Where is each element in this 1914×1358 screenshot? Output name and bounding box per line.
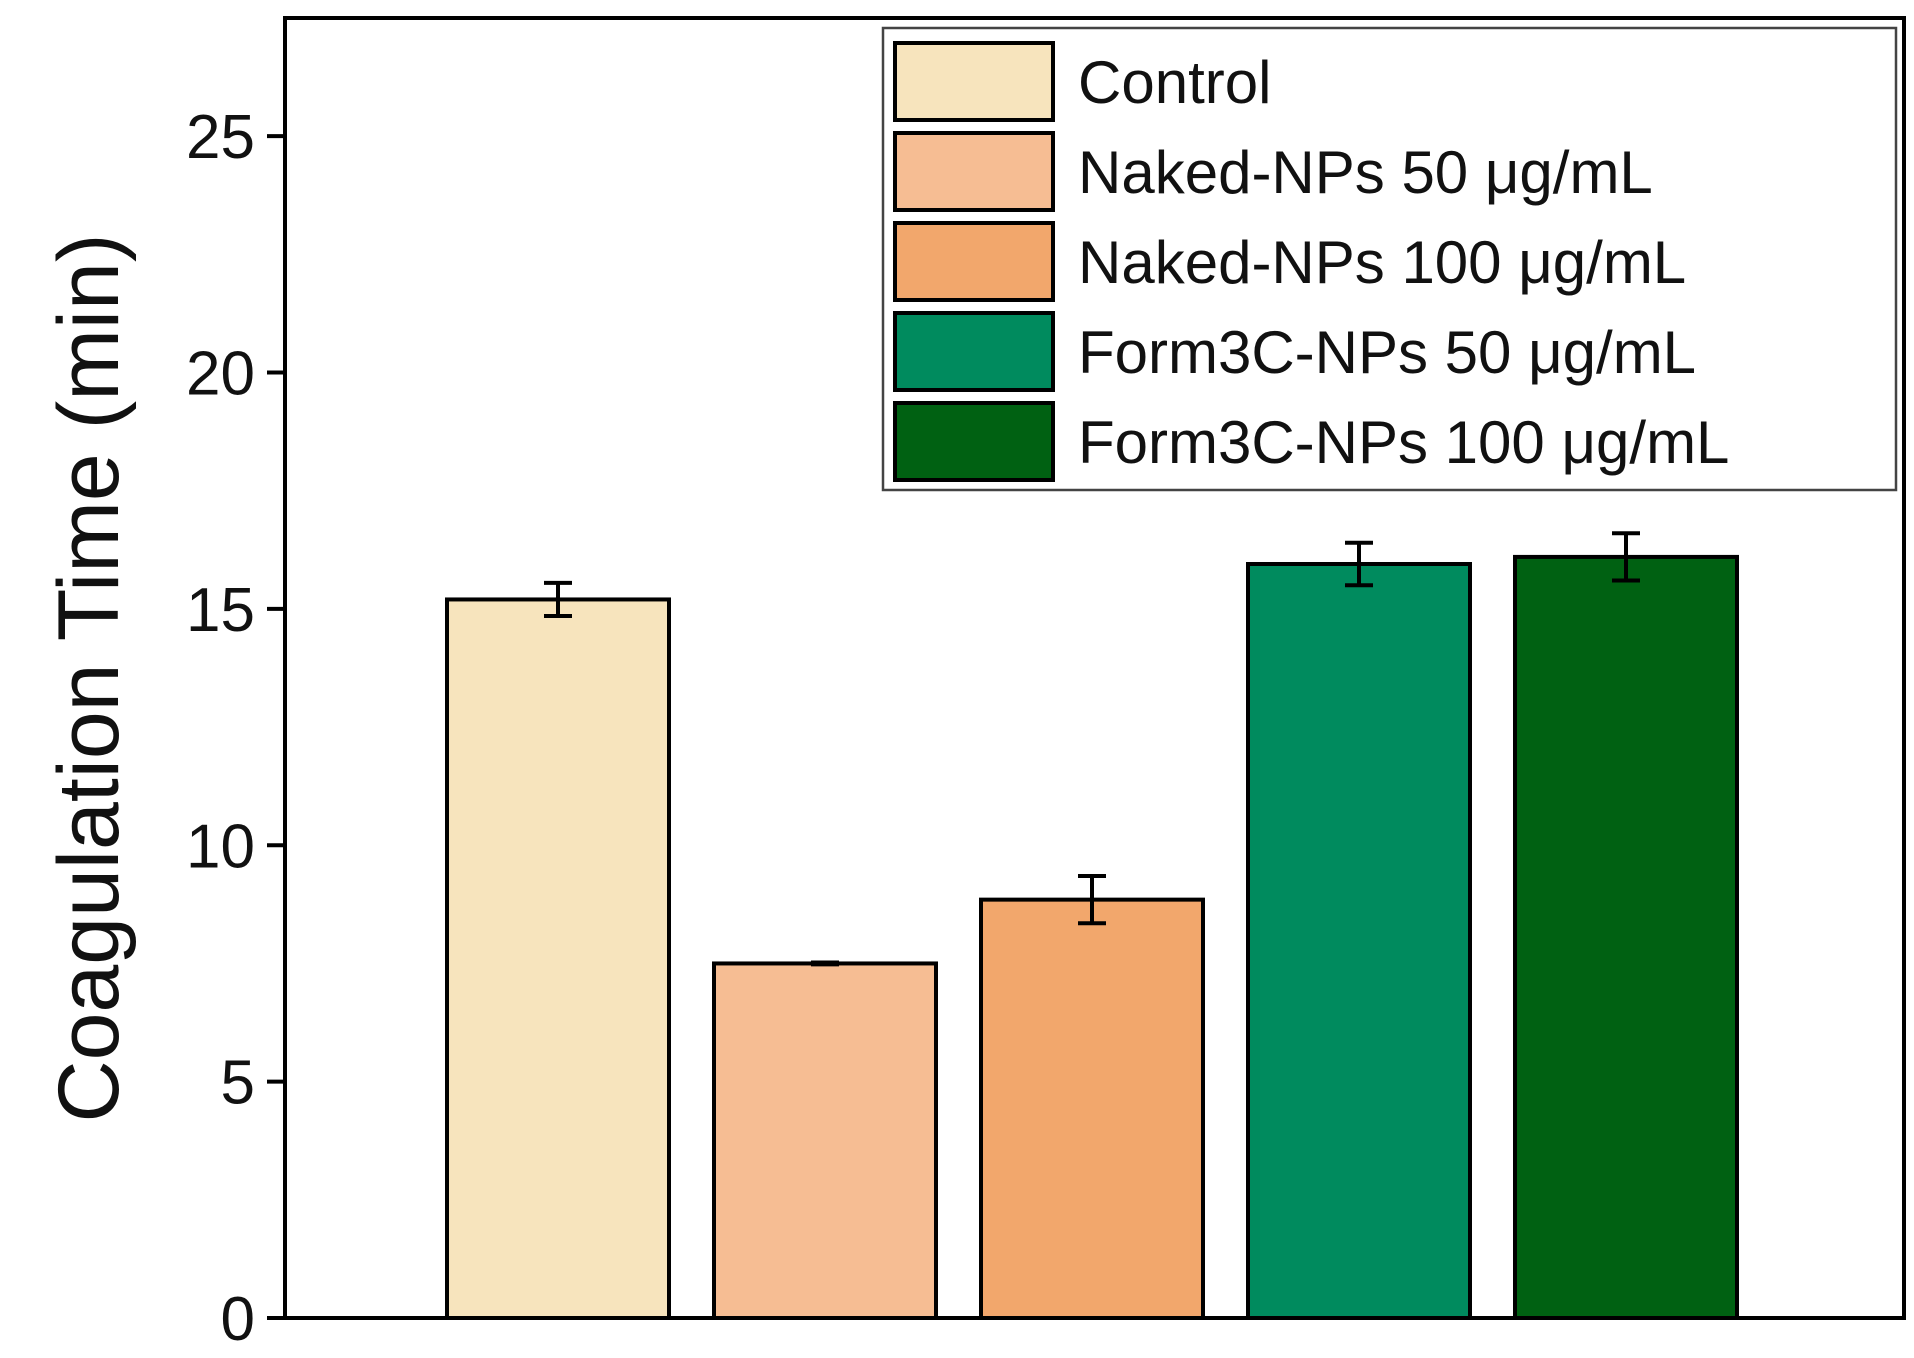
legend-label: Form3C-NPs 100 μg/mL [1078,409,1729,476]
plot-frame [283,16,1906,1320]
y-tick-label: 0 [221,1285,255,1353]
legend-swatch [893,401,1055,482]
legend-swatch [893,131,1055,212]
legend-swatch [893,311,1055,392]
y-tick-label: 20 [186,340,255,409]
bar [979,897,1205,1320]
bar [1513,554,1739,1320]
bars-layer [445,554,1739,1320]
bar [712,961,938,1320]
bar [1246,562,1472,1320]
legend-label: Naked-NPs 50 μg/mL [1078,139,1653,206]
axes-layer: 0 5 10 15 20 25 [186,16,1906,1354]
legend-label: Naked-NPs 100 μg/mL [1078,229,1686,296]
y-axis-title: Coagulation Time (min) [41,233,137,1122]
y-tick-label: 10 [186,812,255,881]
legend-label: Form3C-NPs 50 μg/mL [1078,319,1696,386]
y-tick-label: 25 [186,103,255,172]
legend: Control Naked-NPs 50 μg/mL Naked-NPs 100 μ… [881,26,1898,492]
error-bars-layer [544,531,1640,967]
y-tick-label: 15 [186,576,255,645]
legend-swatch [893,221,1055,302]
legend-label: Control [1078,49,1271,116]
y-tick-label: 5 [221,1049,255,1118]
legend-swatch [893,41,1055,122]
bar [445,597,671,1320]
